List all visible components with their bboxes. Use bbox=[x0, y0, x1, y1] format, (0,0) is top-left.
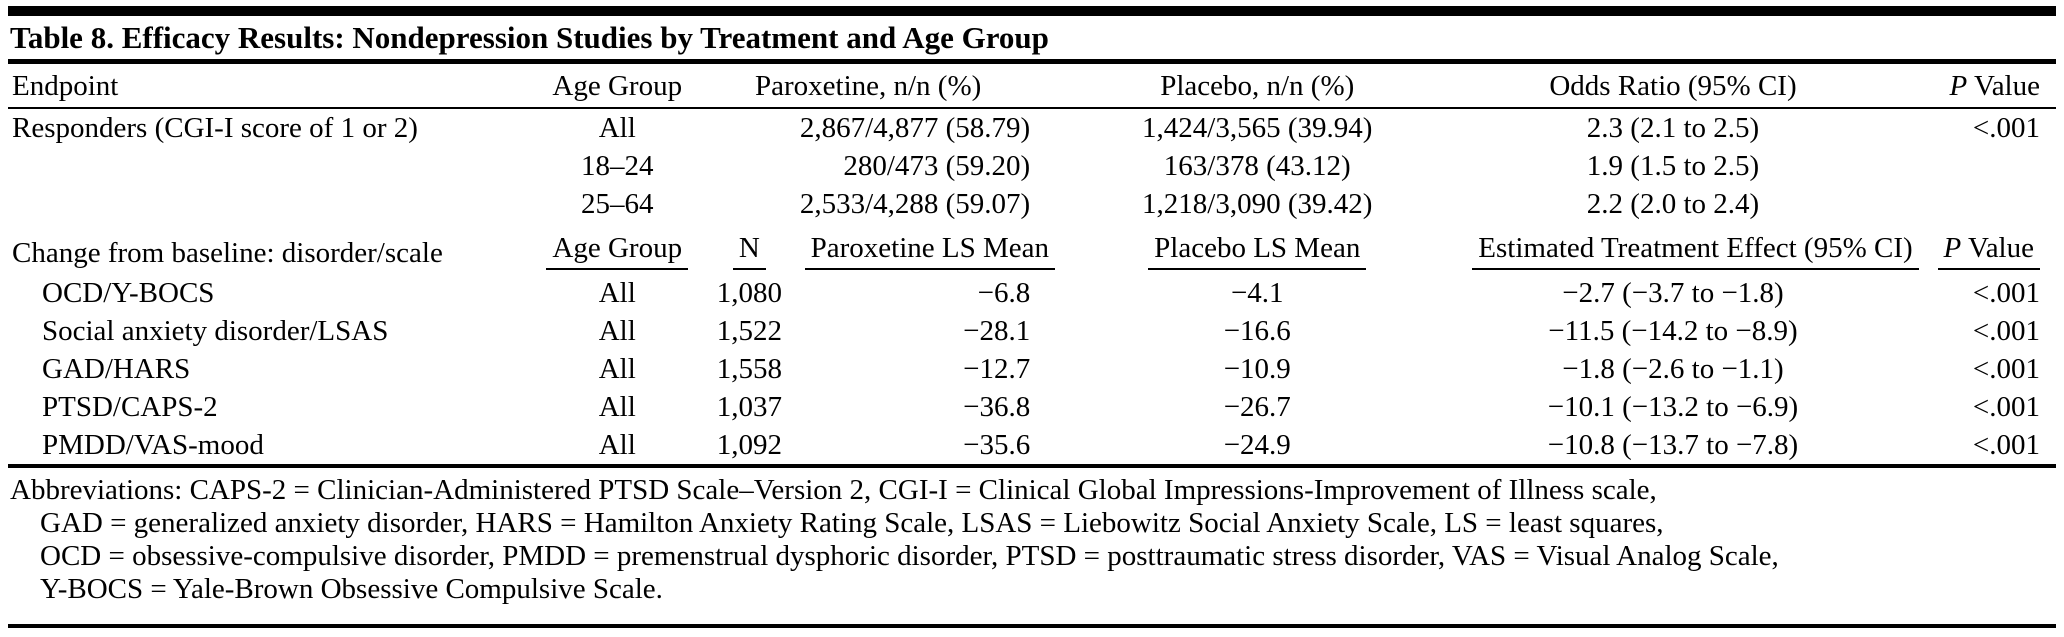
table-cell-placebo: −16.6 bbox=[1223, 315, 1291, 347]
table-cell-age: All bbox=[540, 426, 695, 468]
table-cell-n: 1,092 bbox=[694, 426, 805, 468]
subheader-n: N bbox=[694, 223, 805, 274]
table-cell-placebo: −24.9 bbox=[1042, 426, 1473, 468]
table-cell-paroxetine: 2,867/4,877 (58.79) bbox=[799, 112, 1031, 144]
table-cell-label: PTSD/CAPS-2 bbox=[42, 391, 218, 423]
table-cell-endpoint: Responders (CGI-I score of 1 or 2) bbox=[12, 112, 418, 144]
table-cell-age: All bbox=[598, 315, 636, 347]
table-cell-p bbox=[1874, 185, 2056, 223]
table-cell-effect: −2.7 (−3.7 to −1.8) bbox=[1562, 277, 1784, 309]
table-cell-placebo: 1,424/3,565 (39.94) bbox=[1142, 112, 1373, 144]
responders-section-body: Responders (CGI-I score of 1 or 2) All 2,8… bbox=[8, 108, 2056, 223]
table-cell-paroxetine: −35.6 bbox=[804, 426, 1043, 468]
table-cell-age: 18–24 bbox=[581, 150, 654, 182]
table-cell-age: All bbox=[598, 112, 636, 144]
footnote-line: Abbreviations: CAPS-2 = Clinician-Admini… bbox=[10, 474, 1657, 506]
top-rule bbox=[8, 6, 2056, 16]
subheader-p-value: P Value bbox=[1874, 223, 2056, 274]
table-cell-label: GAD/HARS bbox=[42, 353, 191, 385]
subheader-placebo-ls-mean: Placebo LS Mean bbox=[1042, 223, 1472, 274]
column-header-endpoint: Endpoint bbox=[8, 64, 541, 109]
subheader-age-group: Age Group bbox=[540, 223, 694, 274]
subheader-change-from-baseline: Change from baseline: disorder/scale bbox=[12, 237, 443, 269]
footnote-line: Y-BOCS = Yale-Brown Obsessive Compulsive… bbox=[40, 573, 663, 605]
table-cell-endpoint bbox=[8, 185, 540, 223]
subheader-estimated-treatment-effect: Estimated Treatment Effect (95% CI) bbox=[1472, 223, 1919, 274]
table-row: Responders (CGI-I score of 1 or 2) All 2,8… bbox=[8, 108, 2056, 147]
table-cell-paroxetine: −36.8 bbox=[963, 391, 1031, 423]
change-from-baseline-subheader-body: Change from baseline: disorder/scale Age… bbox=[8, 223, 2056, 274]
table-footnote: Abbreviations: CAPS-2 = Clinician-Admini… bbox=[8, 468, 2056, 606]
table-cell-paroxetine: −28.1 bbox=[963, 315, 1031, 347]
table-cell-age: 25–64 bbox=[581, 188, 654, 220]
table-row: 18–24 280/473 (59.20) 163/378 (43.12) 1.9 (… bbox=[8, 147, 2056, 185]
p-value-italic-p: P bbox=[1943, 232, 1962, 264]
table-cell-paroxetine: 280/473 (59.20) bbox=[843, 150, 1031, 182]
table-cell-p: <.001 bbox=[1972, 112, 2040, 144]
table-cell-effect: −10.1 (−13.2 to −6.9) bbox=[1547, 391, 1799, 423]
table-cell-label: OCD/Y-BOCS bbox=[42, 277, 215, 309]
table-cell-placebo: 163/378 (43.12) bbox=[1163, 150, 1351, 182]
table-row: OCD/Y-BOCS All 1,080 −6.8 −4.1 −2.7 (−3.7 to … bbox=[8, 274, 2056, 312]
table-row: 25–64 2,533/4,288 (59.07) 1,218/3,090 (39.… bbox=[8, 185, 2056, 223]
table-cell-p bbox=[1874, 147, 2056, 185]
change-from-baseline-section-body: OCD/Y-BOCS All 1,080 −6.8 −4.1 −2.7 (−3.7 to … bbox=[8, 274, 2056, 468]
table-row: Social anxiety disorder/LSAS All 1,522 −28.… bbox=[8, 312, 2056, 350]
table-row: GAD/HARS All 1,558 −12.7 −10.9 −1.8 (−2.6 to … bbox=[8, 350, 2056, 388]
table-cell-label: PMDD/VAS-mood bbox=[8, 426, 541, 468]
table-cell-placebo: 1,218/3,090 (39.42) bbox=[1142, 188, 1373, 220]
table-title: Table 8. Efficacy Results: Nondepression… bbox=[10, 20, 1049, 55]
table-cell-p: <.001 bbox=[1972, 353, 2040, 385]
footnote-line: GAD = generalized anxiety disorder, HARS… bbox=[40, 507, 1664, 539]
table-cell-endpoint bbox=[8, 147, 540, 185]
table-cell-p: <.001 bbox=[1873, 426, 2056, 468]
table-cell-age: All bbox=[598, 353, 636, 385]
table-cell-age: All bbox=[598, 277, 636, 309]
table-cell-odds: 2.2 (2.0 to 2.4) bbox=[1586, 188, 1760, 220]
table-cell-paroxetine: −12.7 bbox=[963, 353, 1031, 385]
column-header-age-group: Age Group bbox=[540, 64, 695, 109]
table-cell-p: <.001 bbox=[1972, 391, 2040, 423]
column-header-paroxetine-nn: Paroxetine, n/n (%) bbox=[694, 64, 1043, 109]
efficacy-table: Endpoint Age Group Paroxetine, n/n (%) P… bbox=[8, 64, 2056, 468]
column-header-placebo-nn: Placebo, n/n (%) bbox=[1042, 64, 1473, 109]
footnote-line: OCD = obsessive-compulsive disorder, PMD… bbox=[40, 540, 1779, 572]
table-cell-age: All bbox=[598, 391, 636, 423]
bottom-rule bbox=[8, 624, 2056, 628]
column-header-odds-ratio: Odds Ratio (95% CI) bbox=[1472, 64, 1874, 109]
p-value-rest: Value bbox=[1967, 70, 2040, 102]
p-value-italic-p: P bbox=[1949, 70, 1968, 102]
table-cell-placebo: −10.9 bbox=[1223, 353, 1291, 385]
table-cell-n: 1,558 bbox=[716, 353, 782, 385]
table-cell-label: Social anxiety disorder/LSAS bbox=[42, 315, 389, 347]
table-title-block: Table 8. Efficacy Results: Nondepression… bbox=[8, 16, 2056, 64]
table-cell-n: 1,522 bbox=[716, 315, 782, 347]
table-cell-p: <.001 bbox=[1972, 277, 2040, 309]
table-cell-effect: −1.8 (−2.6 to −1.1) bbox=[1562, 353, 1784, 385]
column-header-p-value: P Value bbox=[1873, 64, 2056, 109]
table-header-row: Endpoint Age Group Paroxetine, n/n (%) P… bbox=[8, 64, 2056, 109]
p-value-rest: Value bbox=[1961, 232, 2034, 264]
table-row: PTSD/CAPS-2 All 1,037 −36.8 −26.7 −10.1 (−13.… bbox=[8, 388, 2056, 426]
table-cell-n: 1,037 bbox=[716, 391, 782, 423]
table-cell-effect: −10.8 (−13.7 to −7.8) bbox=[1472, 426, 1874, 468]
table-cell-odds: 2.3 (2.1 to 2.5) bbox=[1586, 112, 1760, 144]
subheader-paroxetine-ls-mean: Paroxetine LS Mean bbox=[804, 223, 1056, 274]
table-cell-placebo: −4.1 bbox=[1230, 277, 1284, 309]
table-cell-placebo: −26.7 bbox=[1223, 391, 1291, 423]
table-cell-paroxetine: 2,533/4,288 (59.07) bbox=[799, 188, 1031, 220]
table-cell-paroxetine: −6.8 bbox=[977, 277, 1031, 309]
table-cell-p: <.001 bbox=[1972, 315, 2040, 347]
table-cell-n: 1,080 bbox=[716, 277, 782, 309]
table-cell-odds: 1.9 (1.5 to 2.5) bbox=[1586, 150, 1760, 182]
table-row: PMDD/VAS-mood All 1,092 −35.6 −24.9 −10.8 (−1… bbox=[8, 426, 2056, 468]
table-cell-effect: −11.5 (−14.2 to −8.9) bbox=[1548, 315, 1798, 347]
table-subheader-row: Change from baseline: disorder/scale Age… bbox=[8, 223, 2056, 274]
